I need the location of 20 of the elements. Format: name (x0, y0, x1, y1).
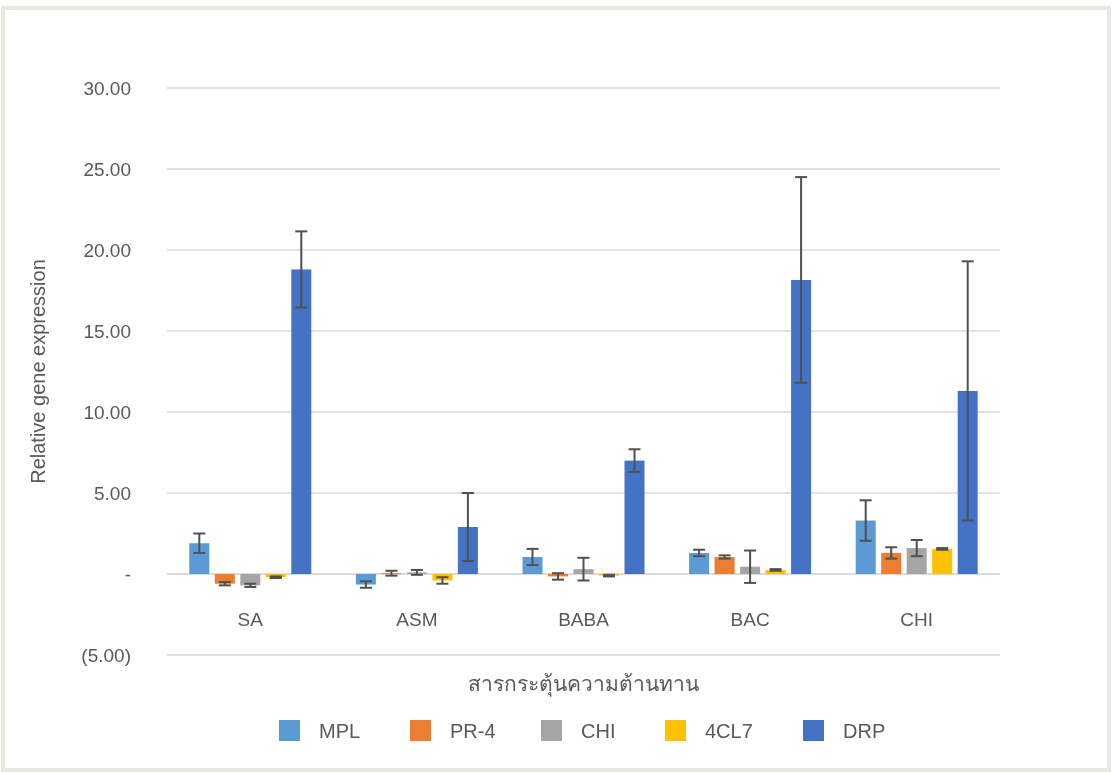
y-tick-label: 10.00 (83, 402, 131, 423)
x-tick-label: BAC (730, 609, 770, 630)
y-tick-label: 20.00 (83, 240, 131, 261)
legend-label: CHI (581, 720, 616, 742)
y-tick-label: 5.00 (94, 483, 131, 504)
y-axis-title: Relative gene expression (27, 259, 49, 484)
x-tick-label: ASM (396, 609, 438, 630)
y-tick-label: 30.00 (83, 78, 131, 99)
legend-label: DRP (843, 720, 886, 742)
legend-label: MPL (319, 720, 361, 742)
y-tick-label: (5.00) (81, 645, 131, 666)
x-tick-label: SA (237, 609, 264, 630)
y-tick-label: - (124, 564, 131, 585)
legend-label: PR-4 (450, 720, 496, 742)
legend-label: 4CL7 (705, 720, 753, 742)
y-tick-label: 25.00 (83, 159, 131, 180)
x-axis-title: สารกระตุ้นความต้านทาน (468, 672, 699, 697)
x-tick-label: BABA (558, 609, 610, 630)
x-tick-label: CHI (900, 609, 934, 630)
y-tick-label: 15.00 (83, 321, 131, 342)
